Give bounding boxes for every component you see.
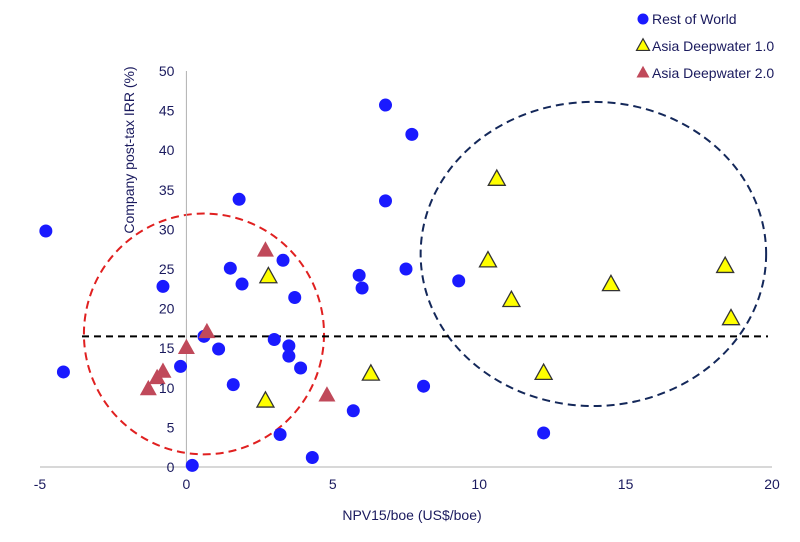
asia-deepwater-1-0-point <box>721 308 741 326</box>
legend-label-asia-deepwater-1-0: Asia Deepwater 1.0 <box>652 38 774 54</box>
asia-deepwater-1-0-point <box>255 390 276 408</box>
legend-marker-asia-deepwater-2-0 <box>636 65 650 78</box>
rest-of-world-point <box>452 274 466 288</box>
rest-of-world-point <box>352 268 366 282</box>
x-tick-label: 15 <box>618 476 634 492</box>
rest-of-world-point <box>282 349 296 363</box>
asia-deepwater-2-0-point <box>139 379 157 396</box>
rest-of-world-point <box>379 98 393 112</box>
y-tick-label: 5 <box>167 419 175 435</box>
ellipse-2 <box>419 100 768 408</box>
rest-of-world-point <box>417 379 431 393</box>
asia-deepwater-2-0-point <box>256 241 274 257</box>
ellipse-1 <box>82 212 326 456</box>
rest-of-world-point <box>267 332 281 346</box>
rest-of-world-point <box>405 127 419 141</box>
rest-of-world-point <box>288 291 302 305</box>
legend: Rest of World Asia Deepwater 1.0 Asia Deep… <box>635 11 774 81</box>
axes <box>40 71 772 468</box>
x-tick-label: -5 <box>34 476 47 492</box>
asia-deepwater-1-0-point <box>534 362 554 381</box>
rest-of-world-point <box>346 404 360 418</box>
rest-of-world-point <box>305 450 319 464</box>
x-tick-label: 20 <box>764 476 780 492</box>
rest-of-world-point <box>223 261 237 275</box>
asia-deepwater-1-0-point <box>715 255 735 274</box>
rest-of-world-point <box>537 426 551 440</box>
asia-deepwater-1-0-point <box>487 168 507 186</box>
rest-of-world-point <box>294 361 308 375</box>
legend-label-rest-of-world: Rest of World <box>652 11 737 27</box>
y-tick-label: 30 <box>159 221 175 237</box>
asia-deepwater-2-0-point <box>154 362 172 378</box>
legend-marker-asia-deepwater-1-0 <box>635 37 651 52</box>
rest-of-world-point <box>212 342 226 356</box>
rest-of-world-point <box>174 359 188 373</box>
asia-deepwater-1-0-point <box>501 289 522 308</box>
rest-of-world-point <box>39 224 53 238</box>
asia-deepwater-1-0-point <box>601 274 621 292</box>
rest-of-world-point <box>355 281 369 295</box>
x-axis-title: NPV15/boe (US$/boe) <box>342 507 481 523</box>
ellipse-annotations <box>82 100 768 456</box>
rest-of-world-point <box>226 378 240 392</box>
y-tick-label: 40 <box>159 142 175 158</box>
y-tick-label: 0 <box>167 459 175 475</box>
y-tick-label: 50 <box>159 63 175 79</box>
x-tick-label: 10 <box>471 476 487 492</box>
y-tick-label: 45 <box>159 103 175 119</box>
y-axis-title: Company post-tax IRR (%) <box>121 66 137 233</box>
asia-deepwater-1-0-point <box>361 363 381 381</box>
rest-of-world-point <box>379 194 393 208</box>
rest-of-world-point <box>273 428 287 442</box>
rest-of-world-point <box>276 253 290 267</box>
rest-of-world-point <box>185 458 199 472</box>
y-tick-label: 20 <box>159 301 175 317</box>
asia-deepwater-1-0-point <box>478 250 498 268</box>
x-tick-label: 5 <box>329 476 337 492</box>
y-tick-label: 10 <box>159 380 175 396</box>
y-tick-label: 25 <box>159 261 175 277</box>
x-tick-label: 0 <box>183 476 191 492</box>
rest-of-world-point <box>156 279 170 293</box>
rest-of-world-point <box>56 365 70 379</box>
asia-deepwater-2-0-point <box>177 338 195 355</box>
legend-marker-rest-of-world <box>637 13 649 25</box>
rest-of-world-point <box>235 277 249 291</box>
y-tick-label: 35 <box>159 182 175 198</box>
asia-deepwater-1-0-point <box>258 266 278 284</box>
tick-labels: -5 0 5 10 15 20 0 5 10 15 20 25 30 35 40 45 50 <box>34 63 780 492</box>
legend-label-asia-deepwater-2-0: Asia Deepwater 2.0 <box>652 65 774 81</box>
rest-of-world-point <box>232 192 246 206</box>
asia-deepwater-2-0-point <box>198 322 216 339</box>
rest-of-world-point <box>282 339 296 353</box>
rest-of-world-point <box>399 262 413 276</box>
y-tick-label: 15 <box>159 340 175 356</box>
asia-deepwater-2-0-point <box>318 386 336 402</box>
data-marks <box>39 98 741 472</box>
